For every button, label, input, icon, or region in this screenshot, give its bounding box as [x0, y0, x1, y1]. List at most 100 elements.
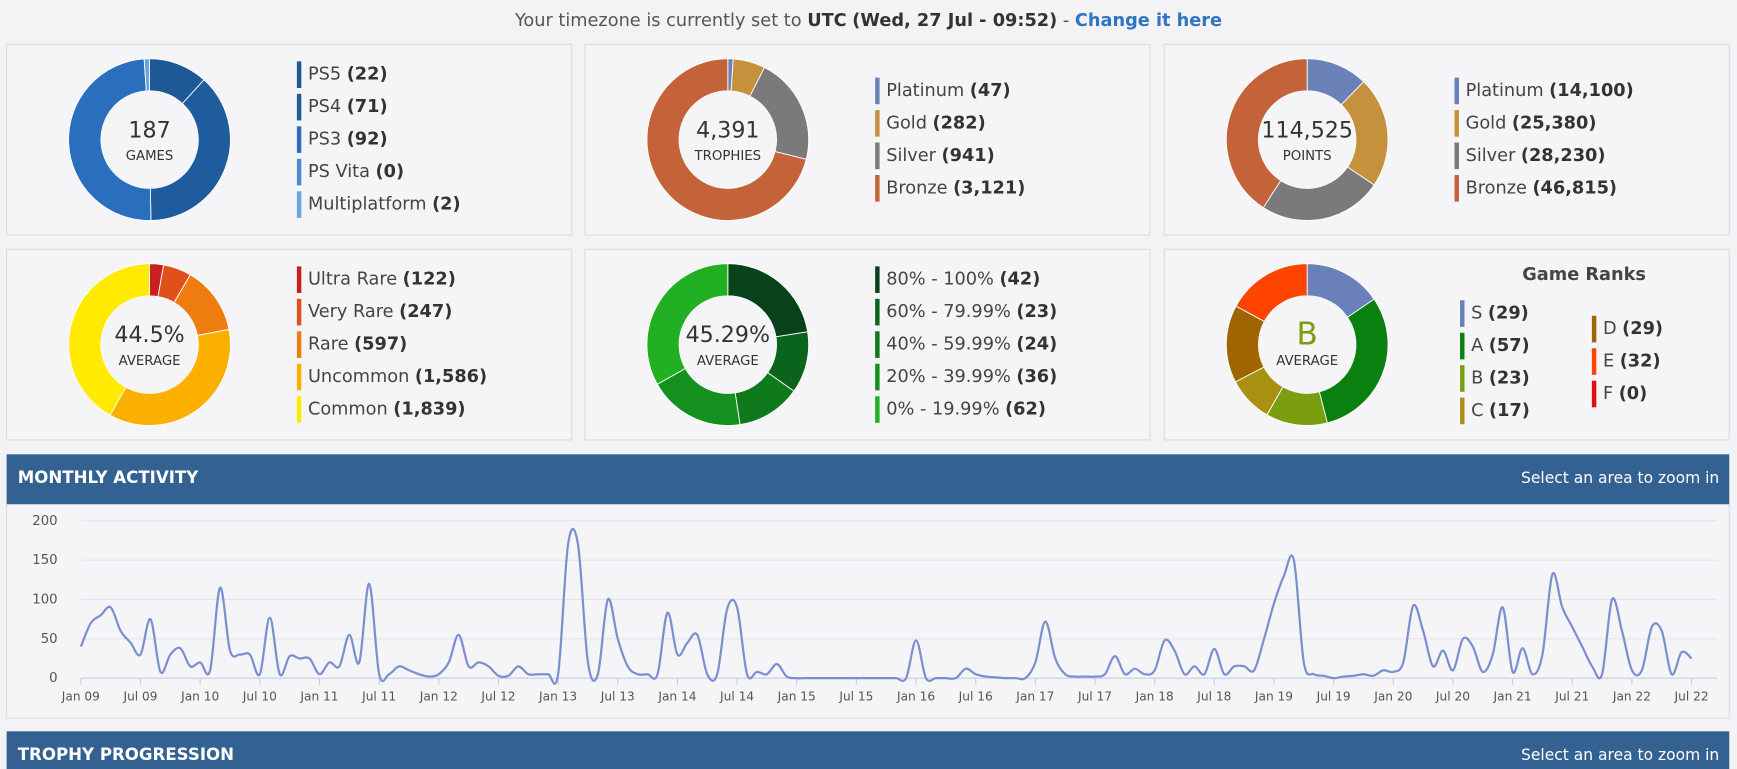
legend-value: (29): [1622, 319, 1663, 339]
legend-swatch: [875, 266, 880, 293]
legend-value: (1,839): [393, 400, 465, 420]
x-tick-label: Jul 21: [1554, 689, 1589, 703]
legend-item: D (29): [1603, 319, 1663, 339]
legend-item: A (57): [1471, 336, 1530, 356]
donut-hole: [100, 295, 199, 394]
legend-swatch: [296, 126, 302, 153]
legend-value: (28,230): [1521, 146, 1606, 166]
legend-item: 20% - 39.99% (36): [886, 367, 1057, 387]
legend-item: Silver (941): [886, 146, 994, 166]
legend-label: Gold: [1466, 113, 1507, 133]
legend-label: Silver: [886, 146, 936, 166]
legend-swatch: [1454, 142, 1459, 170]
x-tick-label: Jan 16: [896, 689, 935, 703]
section-hint: Select an area to zoom in: [1521, 746, 1719, 764]
legend-value: (29): [1488, 304, 1529, 324]
legend-value: (3,121): [953, 178, 1025, 198]
legend-swatch: [296, 396, 302, 423]
legend-label: 60% - 79.99%: [886, 302, 1011, 322]
line-chart: 0 50 100 150 200 Jan 09 Jul 09 Jan 10 Jul 10 Jan …: [6, 503, 1730, 719]
center-label: AVERAGE: [1276, 354, 1338, 369]
legend-label: PS4: [308, 97, 341, 117]
legend-value: (71): [347, 97, 388, 117]
donut-panel: 4,391 TROPHIES Platinum (47) Gold (282) Silver…: [584, 43, 1151, 236]
donut-hole: [1258, 90, 1356, 189]
legend-swatch: [1591, 380, 1597, 408]
x-tick-label: Jan 22: [1612, 689, 1651, 703]
x-tick-label: Jul 12: [480, 689, 515, 703]
legend-label: 40% - 59.99%: [886, 335, 1011, 355]
timezone: UTC: [807, 11, 846, 31]
x-tick-label: Jan 17: [1015, 689, 1054, 703]
center-label: GAMES: [126, 149, 174, 164]
x-tick-label: Jul 18: [1196, 689, 1231, 703]
legend-label: B: [1471, 369, 1483, 389]
center-value: 44.5%: [114, 322, 184, 348]
legend-value: (57): [1489, 336, 1530, 356]
legend-value: (23): [1489, 369, 1530, 389]
y-tick-label: 0: [49, 671, 57, 686]
legend-value: (14,100): [1549, 81, 1634, 101]
donut-panel: 187 GAMES PS5 (22) PS4 (71) PS3 (92) PS Vita (0) M…: [6, 43, 573, 236]
legend-label: PS5: [308, 65, 341, 85]
legend-swatch: [1591, 315, 1597, 343]
x-tick-label: Jul 17: [1077, 689, 1112, 703]
legend-swatch: [875, 110, 880, 137]
legend-value: (0): [376, 162, 405, 182]
x-tick-label: Jan 10: [180, 689, 219, 703]
center-label: POINTS: [1283, 149, 1332, 164]
section-bar: [6, 454, 1730, 505]
legend-swatch: [875, 142, 880, 170]
legend-label: 80% - 100%: [886, 270, 994, 290]
x-tick-label: Jul 16: [958, 689, 993, 703]
legend-item: PS5 (22): [308, 65, 388, 85]
x-tick-label: Jan 20: [1373, 689, 1412, 703]
legend-item: PS3 (92): [308, 130, 388, 150]
legend-swatch: [1454, 110, 1459, 137]
center-label: AVERAGE: [697, 354, 759, 369]
legend-swatch: [1460, 332, 1465, 360]
legend-item: 0% - 19.99% (62): [886, 400, 1046, 420]
x-tick-label: Jan 12: [419, 689, 458, 703]
legend-swatch: [1460, 365, 1465, 392]
legend-label: 20% - 39.99%: [886, 367, 1011, 387]
x-tick-label: Jul 20: [1435, 689, 1470, 703]
timezone-line: Your timezone is currently set to UTC (W…: [514, 11, 1222, 31]
center-value: B: [1297, 317, 1318, 353]
x-tick-label: Jul 19: [1316, 689, 1351, 703]
x-tick-label: Jan 18: [1135, 689, 1174, 703]
section-title: MONTHLY ACTIVITY: [18, 468, 199, 487]
legend-item: Platinum (47): [886, 81, 1010, 101]
legend-label: D: [1603, 319, 1617, 339]
legend-swatch: [296, 61, 302, 88]
legend-item: Ultra Rare (122): [308, 270, 456, 290]
legend-label: E: [1603, 352, 1614, 372]
legend-item: S (29): [1471, 304, 1529, 324]
legend-label: PS3: [308, 130, 341, 150]
x-tick-label: Jan 21: [1493, 689, 1532, 703]
legend-item: Very Rare (247): [308, 302, 452, 322]
legend-swatch: [1454, 77, 1459, 105]
y-tick-label: 150: [32, 553, 57, 568]
legend-value: (23): [1016, 302, 1057, 322]
timezone-text: Your timezone is currently set to: [514, 11, 802, 31]
legend-label: PS Vita: [308, 162, 370, 182]
legend-label: Very Rare: [308, 302, 394, 322]
legend-item: Bronze (3,121): [886, 178, 1025, 198]
legend-value: (247): [399, 302, 452, 322]
legend-value: (2): [432, 195, 461, 215]
legend-label: A: [1471, 336, 1483, 356]
legend-label: Common: [308, 400, 388, 420]
legend-item: Uncommon (1,586): [308, 367, 487, 387]
legend-label: F: [1603, 384, 1613, 404]
legend-item: 80% - 100% (42): [886, 270, 1040, 290]
center-value: 114,525: [1261, 117, 1353, 143]
legend-item: 40% - 59.99% (24): [886, 335, 1057, 355]
change-timezone-link[interactable]: Change it here: [1075, 11, 1222, 31]
legend-swatch: [875, 77, 880, 105]
x-tick-label: Jul 10: [242, 689, 277, 703]
legend-value: (25,380): [1512, 113, 1597, 133]
legend-item: PS Vita (0): [308, 162, 404, 182]
